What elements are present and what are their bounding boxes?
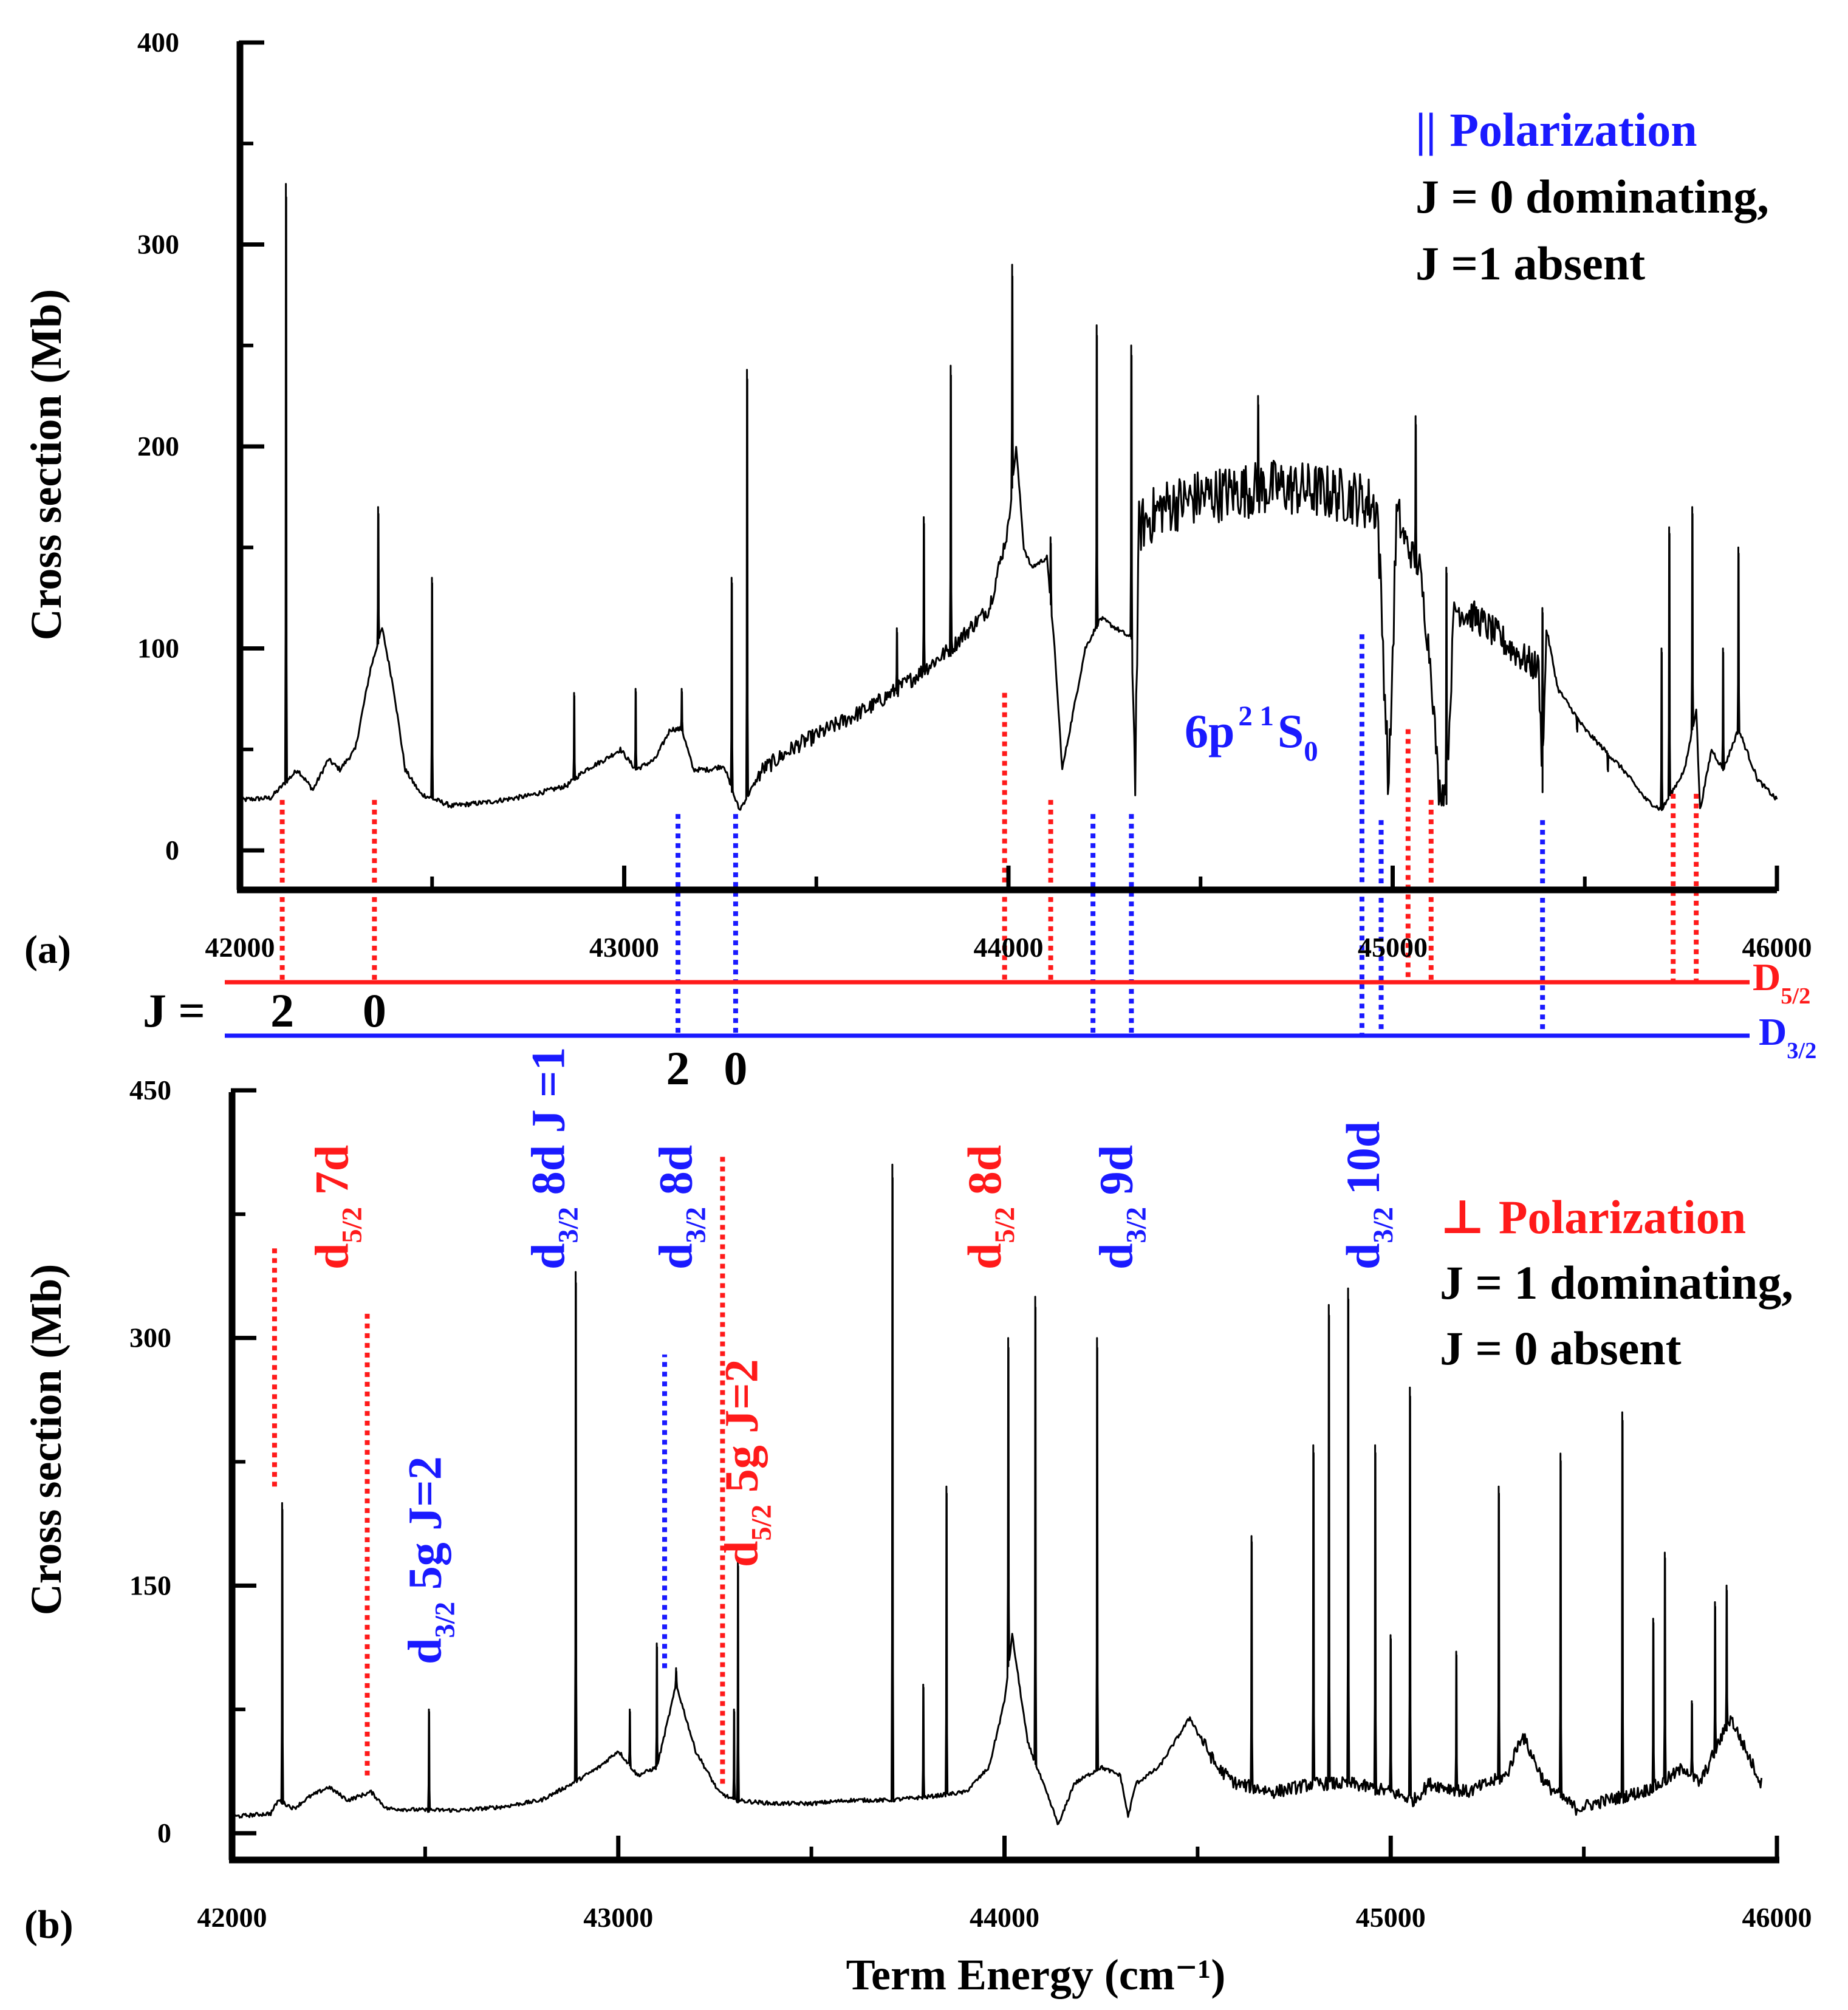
legend-b-line1: ⊥ Polarization xyxy=(1440,1191,1746,1243)
series-label-d32-8d: d3/2 8d xyxy=(649,1145,712,1270)
y-tick-label-b: 300 xyxy=(129,1322,171,1353)
y-tick-label-a: 400 xyxy=(137,27,179,58)
spectrum-trace-a xyxy=(239,183,1778,812)
panel-label-b: (b) xyxy=(24,1902,74,1947)
j-equals-label: J = xyxy=(143,984,205,1037)
x-tick-label-a: 43000 xyxy=(589,932,659,963)
y-tick-label-a: 0 xyxy=(165,835,179,866)
y-axis-title-b: Cross section (Mb) xyxy=(22,1264,70,1616)
y-tick-label-a: 300 xyxy=(137,229,179,260)
x-tick-label-b: 42000 xyxy=(197,1902,267,1933)
y-tick-label-a: 100 xyxy=(137,633,179,664)
annotation-6p2-1s0: 6p 2 1S0 xyxy=(1185,700,1318,767)
series-label-d32-8d-j1: d3/2 8d J =1 xyxy=(522,1047,584,1270)
legend-b-line3: J = 0 absent xyxy=(1440,1322,1682,1375)
j-values: 2 02 0 xyxy=(270,984,747,1095)
x-tick-label-b: 43000 xyxy=(583,1902,653,1933)
series-label-d32-10d: d3/2 10d xyxy=(1336,1121,1399,1270)
markers-b xyxy=(272,1156,725,1784)
ticks-b: 0 150 300 450 42000 43000 44000 45000 46000 xyxy=(129,1075,1812,1933)
y-tick-label-b: 0 xyxy=(157,1817,171,1848)
legend-a-line1: || Polarization xyxy=(1415,103,1697,156)
x-tick-label-b: 44000 xyxy=(970,1902,1039,1933)
legend-b-line2: J = 1 dominating, xyxy=(1440,1256,1793,1309)
markers-a xyxy=(279,634,1699,1036)
j-value-red: 2 xyxy=(270,984,294,1037)
level-label-d52: D5/2 xyxy=(1753,955,1810,1009)
series-label-d52-8d: d5/2 8d xyxy=(958,1145,1021,1270)
legend-a-line3: J =1 absent xyxy=(1415,237,1645,290)
j-value-red: 0 xyxy=(363,984,386,1037)
series-label-d32-9d: d3/2 9d xyxy=(1089,1145,1152,1270)
level-label-d32: D3/2 xyxy=(1759,1010,1816,1064)
x-tick-label-a: 42000 xyxy=(205,932,275,963)
series-label-d52-5g-j2: d5/2 5g J=2 xyxy=(715,1359,778,1567)
x-axis-title-b: Term Energy (cm⁻¹) xyxy=(846,1950,1226,1999)
j-value-blue: 2 xyxy=(666,1042,690,1095)
series-label-d32-5g-j2: d3/2 5g J=2 xyxy=(398,1456,460,1664)
ticks-a: 0 100 200 300 400 42000 43000 44000 45000 46000 xyxy=(137,27,1812,963)
x-tick-label-a: 44000 xyxy=(974,932,1044,963)
j-value-blue: 0 xyxy=(724,1042,747,1095)
x-tick-label-a: 45000 xyxy=(1358,932,1428,963)
x-tick-label-a: 46000 xyxy=(1742,932,1812,963)
y-tick-label-a: 200 xyxy=(137,431,179,462)
x-tick-label-b: 46000 xyxy=(1742,1902,1812,1933)
legend-a-line2: J = 0 dominating, xyxy=(1415,170,1769,223)
panel-b: 0 150 300 450 42000 43000 44000 45000 46000 Cros… xyxy=(22,1047,1812,1999)
series-label-d52-7d: d5/2 7d xyxy=(306,1145,368,1270)
series-labels: d5/2 7d d3/2 5g J=2 d3/2 8d J =1 d3/2 8d d5/… xyxy=(306,1047,1399,1664)
panel-label-a: (a) xyxy=(24,928,71,972)
y-tick-label-b: 150 xyxy=(129,1570,171,1601)
y-axis-title-a: Cross section (Mb) xyxy=(22,289,70,641)
y-tick-label-b: 450 xyxy=(129,1075,171,1106)
spectrum-trace-b xyxy=(231,1163,1763,1825)
x-tick-label-b: 45000 xyxy=(1356,1902,1426,1933)
